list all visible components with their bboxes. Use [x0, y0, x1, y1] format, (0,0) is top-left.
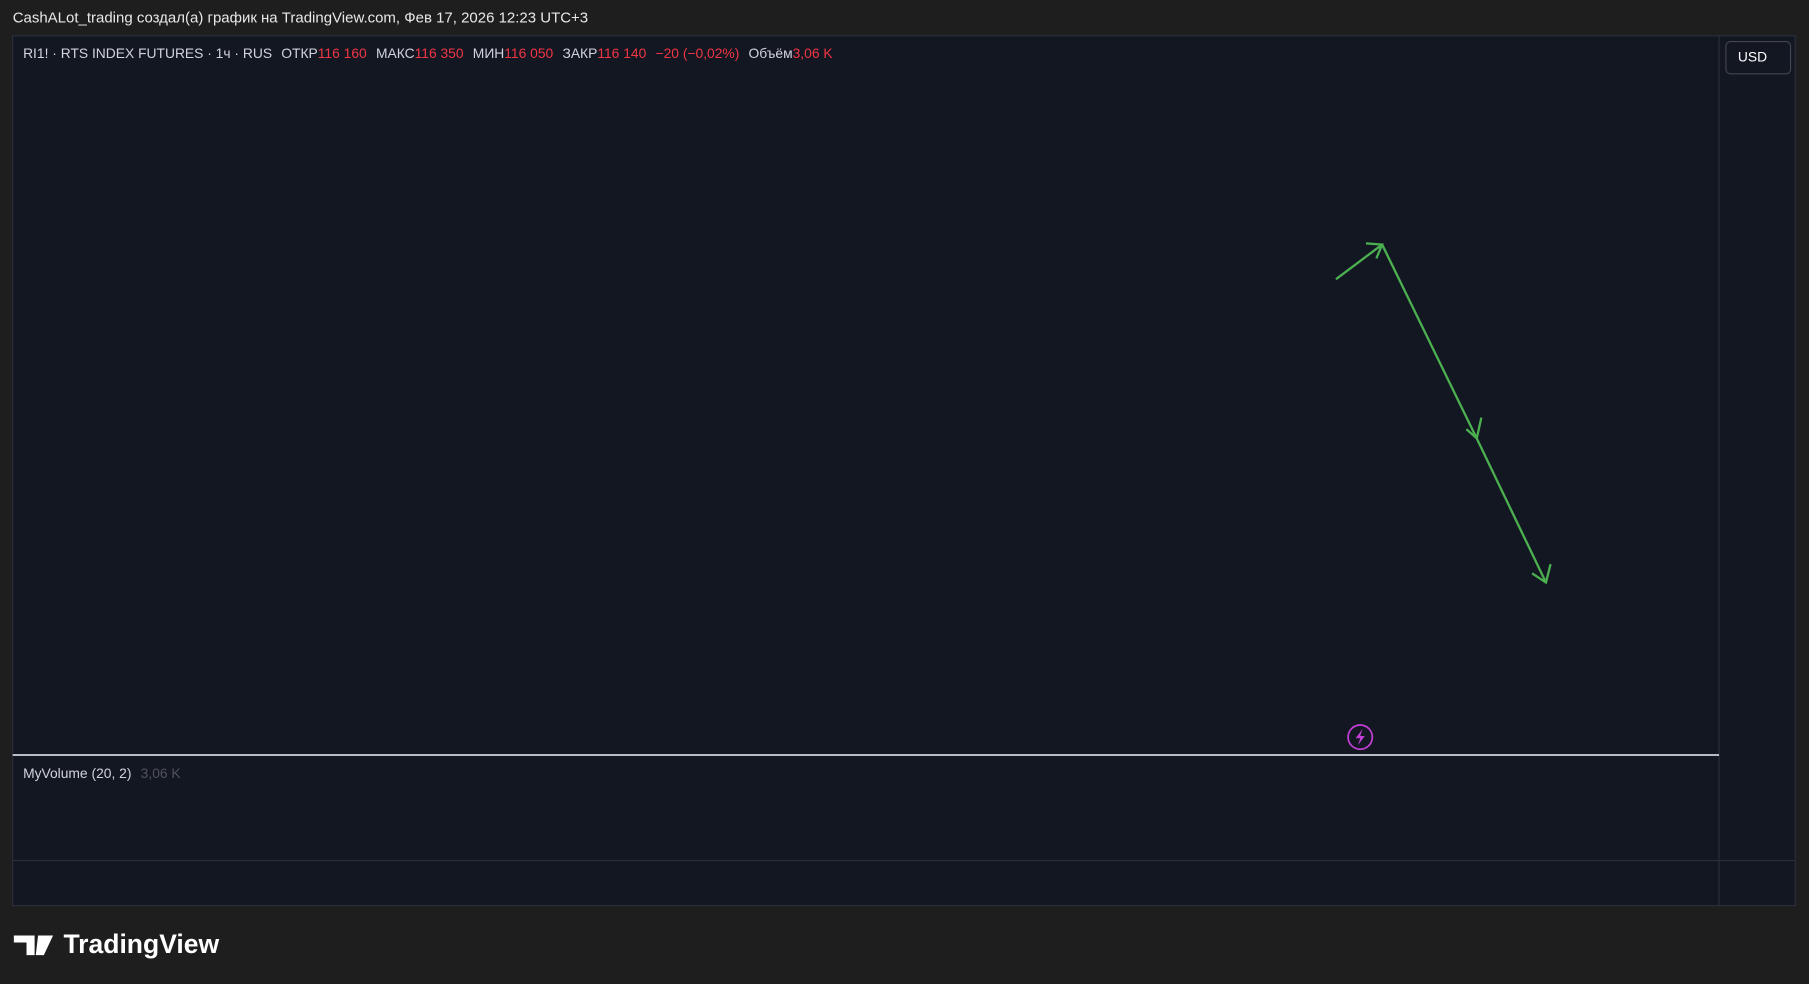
icon-bolt: [1355, 729, 1365, 746]
indicator-name: MyVolume (20, 2): [23, 765, 131, 781]
low-label: МИН: [473, 45, 504, 61]
high-label: МАКС: [376, 45, 415, 61]
indicator-value: 3,06 K: [141, 765, 182, 781]
volume-label: Объём: [749, 45, 793, 61]
forecast-arrows: [1335, 242, 1552, 585]
close-label: ЗАКР: [562, 45, 597, 61]
change: −20 (−0,02%): [656, 45, 740, 61]
legend: RI1! · RTS INDEX FUTURES · 1ч · RUS ОТКР1…: [23, 45, 833, 61]
logo: TradingView: [13, 929, 220, 959]
logo-dot: [38, 935, 45, 943]
close-value: 116 140: [597, 45, 646, 61]
arrow: [1475, 437, 1552, 585]
lightning-icon: [1347, 724, 1374, 751]
volume-legend: MyVolume (20, 2) 3,06 K: [23, 765, 181, 781]
symbol: RI1! · RTS INDEX FUTURES · 1ч · RUS: [23, 45, 272, 61]
open-label: ОТКР: [281, 45, 317, 61]
high-value: 116 350: [415, 45, 464, 61]
low-value: 116 050: [504, 45, 553, 61]
currency-button[interactable]: USD: [1725, 40, 1792, 75]
volume-value: 3,06 K: [793, 45, 834, 61]
open-value: 116 160: [318, 45, 367, 61]
button-box[interactable]: [1725, 40, 1792, 75]
chart-frame: [12, 35, 1796, 907]
caption: CashALot_trading создал(а) график на Tra…: [13, 9, 588, 26]
button-label[interactable]: USD: [1738, 48, 1767, 64]
brand: TradingView: [63, 929, 219, 959]
